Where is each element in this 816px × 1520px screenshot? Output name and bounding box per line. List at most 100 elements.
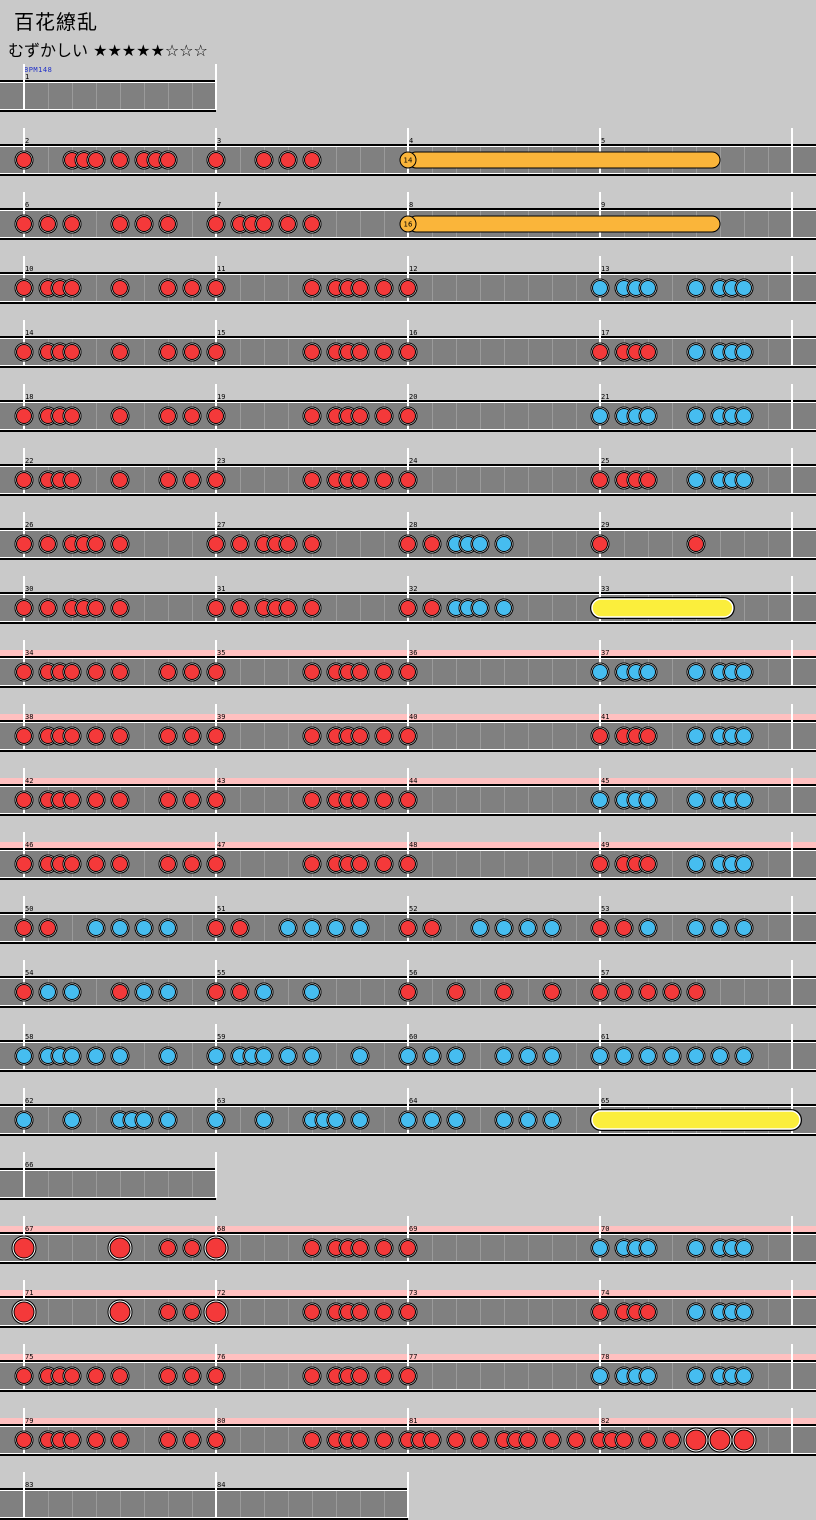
- measure-number: 26: [25, 521, 33, 529]
- chart-row: 26 27 28 29: [0, 512, 816, 560]
- don-note-face: [112, 1368, 128, 1384]
- measure-number: 23: [217, 457, 225, 465]
- measure-number: 21: [601, 393, 609, 401]
- don-note-face: [16, 1432, 32, 1448]
- don-note-face: [400, 408, 416, 424]
- don-note-face: [64, 728, 80, 744]
- don-note-face: [88, 664, 104, 680]
- don-note-face: [688, 536, 704, 552]
- don-note-face: [400, 472, 416, 488]
- chart-row: 79 80 81 82: [0, 1408, 816, 1456]
- don-note-face: [352, 280, 368, 296]
- don-note-face: [208, 1432, 224, 1448]
- ka-note-face: [136, 1112, 152, 1128]
- don-note-face: [184, 792, 200, 808]
- don-note-face: [208, 408, 224, 424]
- ka-note-face: [640, 664, 656, 680]
- don-note-face: [592, 920, 608, 936]
- chart-row: 30 31 32 33: [0, 576, 816, 624]
- don-note-face: [352, 472, 368, 488]
- don-note-face: [208, 984, 224, 1000]
- chart-row: 71 72 73 74: [0, 1280, 816, 1328]
- ka-note-face: [520, 920, 536, 936]
- don-note-face: [184, 1432, 200, 1448]
- measure-number: 76: [217, 1353, 225, 1361]
- don-note-face: [208, 920, 224, 936]
- ka-note-face: [160, 1048, 176, 1064]
- measure-number: 5: [601, 137, 605, 145]
- measure-number: 16: [409, 329, 417, 337]
- don-note-face: [88, 600, 104, 616]
- don-note-face: [592, 1304, 608, 1320]
- don-note-face: [160, 408, 176, 424]
- don-note-face: [304, 216, 320, 232]
- don-note-face: [304, 472, 320, 488]
- chart-row: 22 23 24 25: [0, 448, 816, 496]
- ka-note-face: [592, 1368, 608, 1384]
- chart-row: 2 3 4 5 14: [0, 128, 816, 176]
- ka-note-face: [616, 1048, 632, 1064]
- don-note-face: [112, 1432, 128, 1448]
- don-note-face: [160, 280, 176, 296]
- don-note-face: [208, 152, 224, 168]
- don-note-face: [208, 472, 224, 488]
- ka-note-face: [208, 1112, 224, 1128]
- don-note-face: [304, 408, 320, 424]
- ka-note-face: [544, 920, 560, 936]
- measure-number: 37: [601, 649, 609, 657]
- measure-number: 48: [409, 841, 417, 849]
- don-note-face: [616, 1432, 632, 1448]
- measure-number: 1: [25, 73, 29, 81]
- ka-note-face: [688, 1048, 704, 1064]
- measure-number: 60: [409, 1033, 417, 1041]
- ka-note-face: [592, 1240, 608, 1256]
- measure-number: 12: [409, 265, 417, 273]
- ka-note-face: [688, 344, 704, 360]
- measure-number: 61: [601, 1033, 609, 1041]
- don-note-face: [208, 280, 224, 296]
- don-note-face: [208, 664, 224, 680]
- measure-number: 56: [409, 969, 417, 977]
- don-note-face: [640, 344, 656, 360]
- don-note-face: [160, 1240, 176, 1256]
- ka-note-face: [16, 1048, 32, 1064]
- ka-note-face: [256, 1048, 272, 1064]
- don-note-face: [88, 1368, 104, 1384]
- ka-note-face: [664, 1048, 680, 1064]
- ka-note-face: [40, 984, 56, 1000]
- measure-number: 66: [25, 1161, 33, 1169]
- don-note-face: [208, 216, 224, 232]
- don-note-face: [160, 792, 176, 808]
- measure-number: 33: [601, 585, 609, 593]
- drumroll-count: 16: [404, 221, 413, 229]
- don-note-face: [13, 1237, 35, 1259]
- measure-number: 17: [601, 329, 609, 337]
- ka-note-face: [736, 792, 752, 808]
- don-note-face: [112, 216, 128, 232]
- measure-number: 39: [217, 713, 225, 721]
- ka-note-face: [496, 1112, 512, 1128]
- measure-number: 58: [25, 1033, 33, 1041]
- ka-note-face: [64, 1048, 80, 1064]
- don-note-face: [733, 1429, 755, 1451]
- don-note-face: [376, 280, 392, 296]
- ka-note-face: [640, 1048, 656, 1064]
- measure-number: 74: [601, 1289, 609, 1297]
- don-note-face: [352, 728, 368, 744]
- don-note-face: [109, 1237, 131, 1259]
- don-note-face: [376, 344, 392, 360]
- chart-row: 62 63 64 65: [0, 1088, 816, 1136]
- chart-row: 66: [0, 1152, 217, 1200]
- don-note-face: [709, 1429, 731, 1451]
- ka-note-face: [88, 1048, 104, 1064]
- ka-note-face: [544, 1112, 560, 1128]
- don-note-face: [88, 856, 104, 872]
- chart-row: 58 59 60 61: [0, 1024, 816, 1072]
- measure-number: 55: [217, 969, 225, 977]
- ka-note-face: [160, 1112, 176, 1128]
- measure-number: 14: [25, 329, 33, 337]
- don-note-face: [208, 856, 224, 872]
- don-note-face: [112, 152, 128, 168]
- measure-number: 84: [217, 1481, 225, 1489]
- ka-note-face: [448, 1048, 464, 1064]
